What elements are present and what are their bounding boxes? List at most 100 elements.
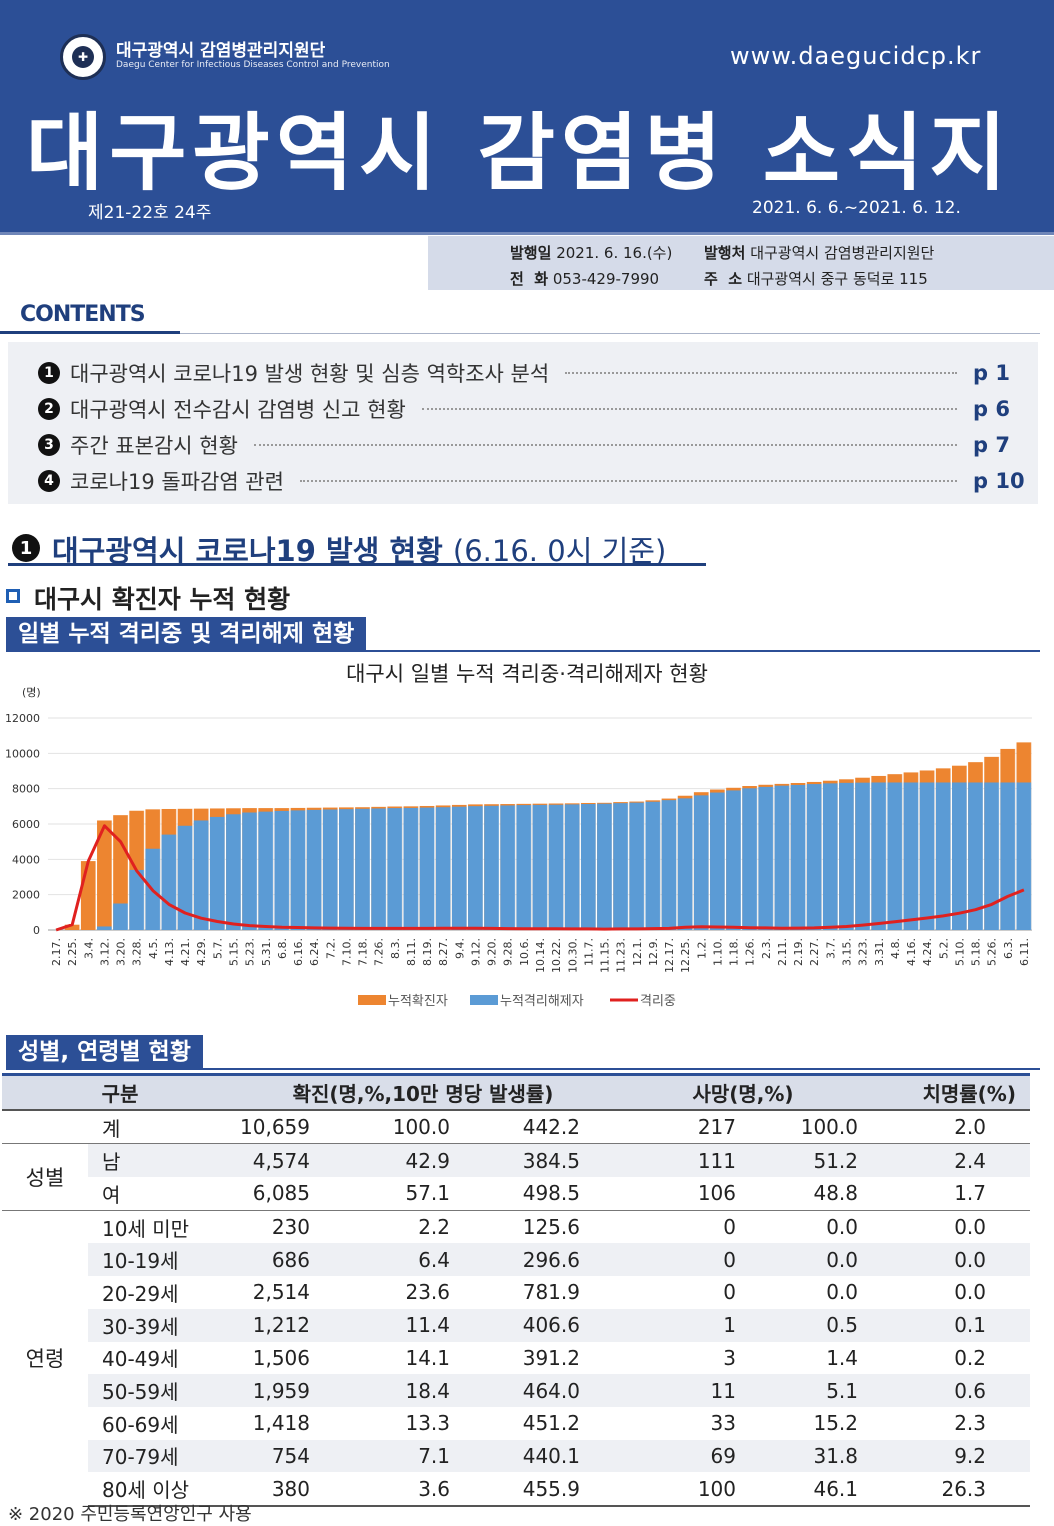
table-body: 계 10,659 100.0 442.2 217 100.0 2.0 성별 남 4,574 42.9…	[2, 1110, 1030, 1507]
x-tick-label: 8.3.	[389, 938, 402, 959]
x-tick-label: 12.25.	[679, 938, 692, 973]
table-cell: 1.7	[954, 1181, 986, 1206]
address-label: 주 소	[704, 270, 743, 288]
toc-number: 2	[38, 398, 60, 420]
bar-released	[161, 834, 177, 930]
tag-rule	[6, 1068, 1040, 1070]
phone-value: 053-429-7990	[552, 270, 660, 288]
bar-released	[903, 782, 919, 930]
newsletter-header	[0, 0, 1054, 232]
toc-item[interactable]: 3 주간 표본감시 현황 p 7	[38, 430, 1023, 460]
newsletter-title: 대구광역시 감염병 소식지	[26, 104, 1013, 202]
x-tick-label: 12.9.	[647, 938, 660, 966]
y-axis-label: (명)	[22, 686, 41, 699]
bar-released	[516, 805, 532, 930]
x-tick-label: 4.24.	[921, 938, 934, 966]
website-link[interactable]: www.daegucidcp.kr	[730, 42, 982, 70]
bar-released	[1016, 782, 1032, 930]
bar-released	[677, 798, 693, 930]
x-tick-label: 3.31.	[873, 938, 886, 966]
phone: 전 화 053-429-7990	[510, 268, 659, 289]
y-tick-label: 6000	[12, 818, 40, 831]
toc-item[interactable]: 2 대구광역시 전수감시 감염병 신고 현황 p 6	[38, 394, 1023, 424]
x-tick-label: 10.22.	[550, 938, 563, 973]
table-cell: 440.1	[470, 1439, 608, 1473]
x-tick-label: 5.7.	[211, 938, 224, 959]
x-tick-label: 9.20.	[486, 938, 499, 966]
bar-confirmed	[97, 820, 112, 930]
toc-item[interactable]: 4 코로나19 돌파감염 관련 p 10	[38, 466, 1025, 496]
x-tick-label: 11.15.	[599, 938, 612, 973]
table-cell: 464.0	[470, 1374, 608, 1407]
row-label: 30-39세	[88, 1308, 238, 1342]
bar-released	[193, 820, 209, 930]
bar-released	[500, 805, 516, 930]
toc-page: p 1	[973, 361, 1010, 385]
x-tick-label: 8.27.	[437, 938, 450, 966]
bar-released	[758, 786, 774, 930]
table-cell: 0.5	[756, 1308, 878, 1342]
row-label: 70-79세	[88, 1439, 238, 1473]
bar-released	[290, 810, 306, 930]
x-tick-label: 10.14.	[534, 938, 547, 973]
x-tick-label: 7.26.	[373, 938, 386, 966]
contents-underline	[0, 331, 180, 334]
phone-label: 전 화	[510, 270, 549, 288]
publish-date: 발행일 2021. 6. 16.(수)	[510, 242, 672, 263]
row-label: 60-69세	[102, 1412, 179, 1437]
table-row: 계 10,659 100.0 442.2 217 100.0 2.0	[2, 1110, 1030, 1144]
table-cell: 5.1	[756, 1374, 878, 1407]
table-row: 성별 남 4,574 42.9 384.5 111 51.2 2.4	[2, 1143, 1030, 1211]
x-tick-label: 4.5.	[147, 938, 160, 959]
x-tick-label: 4.16.	[905, 938, 918, 966]
bar-released	[306, 809, 322, 930]
bar-released	[919, 782, 935, 930]
table-cell: 0.0	[756, 1243, 878, 1277]
x-tick-label: 6.3.	[1002, 938, 1015, 959]
x-tick-label: 5.18.	[970, 938, 983, 966]
y-tick-label: 2000	[12, 889, 40, 902]
chart-title: 대구시 일별 누적 격리중·격리해제자 현황	[346, 662, 708, 686]
toc-item[interactable]: 1 대구광역시 코로나19 발생 현황 및 심층 역학조사 분석 p 1	[38, 358, 1023, 388]
table-cell: 11.4	[330, 1308, 470, 1342]
bar-released	[113, 903, 129, 930]
x-tick-label: 9.28.	[502, 938, 515, 966]
contents-box: 1 대구광역시 코로나19 발생 현황 및 심층 역학조사 분석 p 1 2 대…	[8, 342, 1038, 504]
address-value: 대구광역시 중구 동덕로 115	[746, 270, 928, 288]
section-title-text: 대구광역시 코로나19 발생 현황	[52, 534, 443, 568]
bar-released	[951, 782, 967, 930]
bar-released	[274, 810, 290, 930]
bar-released	[451, 806, 467, 930]
x-tick-label: 5.10.	[953, 938, 966, 966]
row-label: 40-49세	[102, 1347, 179, 1372]
table-cell: 6,085	[252, 1181, 310, 1206]
bar-released	[564, 804, 580, 930]
toc-leader	[299, 480, 957, 482]
table-cell: 0	[608, 1209, 756, 1244]
x-tick-label: 6.11.	[1018, 938, 1031, 966]
table-cell: 1,959	[238, 1374, 330, 1407]
table-cell: 2.3	[954, 1411, 986, 1436]
x-tick-label: 3.28.	[131, 938, 144, 966]
row-label: 10세 미만	[88, 1209, 238, 1244]
y-tick-label: 8000	[12, 783, 40, 796]
row-label: 여	[102, 1182, 121, 1207]
publication-info-bar	[428, 236, 1054, 290]
bar-released	[629, 802, 645, 930]
x-tick-label: 2.19.	[792, 938, 805, 966]
table-cell: 26.3	[878, 1472, 1030, 1507]
table-row: 60-69세 1,418 13.3 451.2 33 15.2 2.3	[2, 1407, 1030, 1440]
issue-number: 제21-22호 24주	[88, 203, 212, 223]
contents-heading: CONTENTS	[20, 302, 146, 327]
bar-released	[355, 808, 370, 930]
table-header-row: 구분 확진(명,%,10만 명당 발생률) 사망(명,%) 치명률(%)	[2, 1072, 1030, 1111]
bar-released	[822, 783, 838, 930]
bar-released	[710, 792, 725, 930]
x-tick-label: 8.19.	[421, 938, 434, 966]
x-tick-label: 7.18.	[357, 938, 370, 966]
section-basis: (6.16. 0시 기준)	[452, 534, 667, 568]
table-cell: 13.3	[405, 1411, 450, 1436]
table-cell: 1,506	[252, 1345, 310, 1370]
table-cell: 0.2	[954, 1345, 986, 1370]
row-label: 계	[102, 1116, 121, 1141]
